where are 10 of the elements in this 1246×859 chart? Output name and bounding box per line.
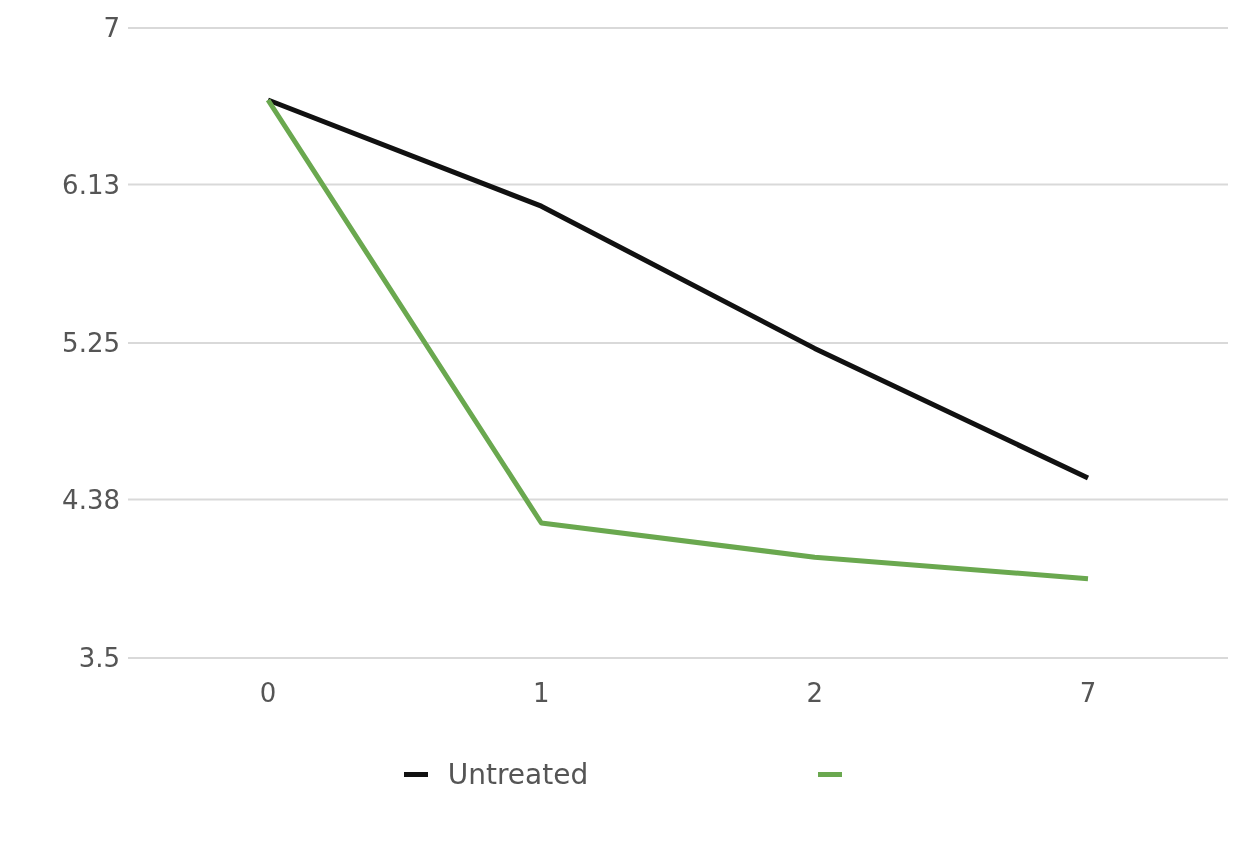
y-tick-label: 7 — [103, 13, 120, 44]
x-tick-label: 1 — [533, 678, 550, 709]
y-tick-label: 6.13 — [62, 169, 120, 200]
x-tick-label: 7 — [1079, 678, 1097, 709]
x-tick-label: 0 — [259, 678, 277, 709]
y-tick-label: 4.38 — [62, 484, 120, 515]
y-tick-label: 3.5 — [78, 643, 120, 674]
legend-label: Untreated — [447, 758, 589, 791]
y-tick-label: 5.25 — [62, 328, 120, 359]
x-tick-label: 2 — [806, 678, 823, 709]
